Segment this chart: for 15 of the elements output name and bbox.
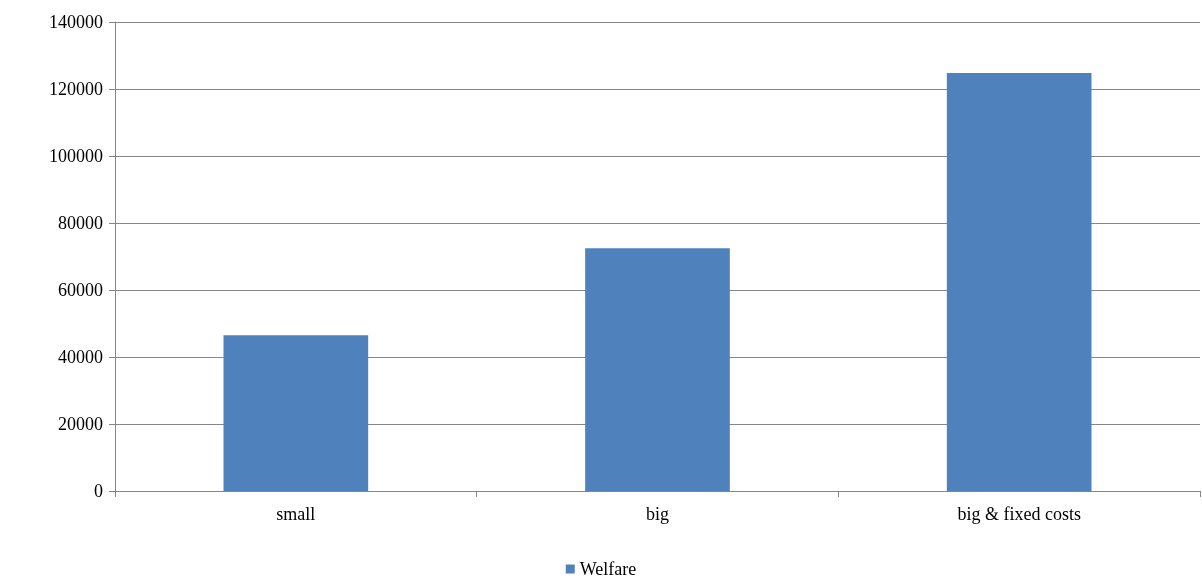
x-tick-label: big bbox=[645, 504, 670, 524]
x-tick-label: small bbox=[276, 504, 316, 524]
y-tick-label: 80000 bbox=[58, 213, 103, 233]
bar bbox=[946, 72, 1092, 491]
y-tick-label: 100000 bbox=[49, 146, 103, 166]
y-tick-label: 120000 bbox=[49, 79, 103, 99]
legend-label: Welfare bbox=[579, 559, 637, 579]
y-tick-label: 140000 bbox=[49, 12, 103, 32]
y-tick-label: 0 bbox=[94, 481, 103, 501]
x-tick-label: big & fixed costs bbox=[957, 504, 1081, 524]
bar bbox=[585, 248, 730, 491]
y-tick-label: 40000 bbox=[58, 347, 103, 367]
y-tick-label: 60000 bbox=[58, 280, 103, 300]
y-tick-label: 20000 bbox=[58, 414, 103, 434]
bar bbox=[223, 335, 369, 491]
